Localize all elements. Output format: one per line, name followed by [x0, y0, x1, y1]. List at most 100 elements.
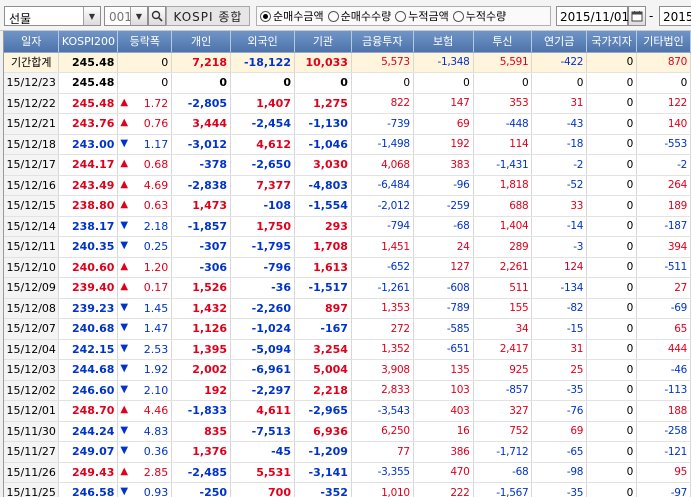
date-cell: 15/12/09: [4, 277, 60, 299]
table-row[interactable]: 15/12/02 246.60 ▼ 2.10 192 -2,297 2,218 2,833 10…: [4, 380, 691, 401]
radio-dot-icon[interactable]: [395, 10, 407, 22]
table-row[interactable]: 15/12/09 239.40 ▲ 0.17 1,526 -36 -1,517 -1,261-…: [4, 277, 691, 299]
column-header[interactable]: 외국인: [230, 31, 295, 53]
change-value: 2.18: [143, 219, 169, 233]
table-row[interactable]: 15/12/22 245.48 ▲ 1.72 -2,805 1,407 1,275 822 14…: [4, 93, 691, 114]
pension-cell: -65: [531, 441, 588, 463]
column-header[interactable]: 보험: [413, 31, 474, 53]
table-row[interactable]: 15/12/16 243.49 ▲ 4.69 -2,838 7,377 -4,803 -6,4…: [4, 175, 691, 196]
market-select[interactable]: 선물 ▼: [4, 6, 101, 26]
column-header[interactable]: 국가지자: [586, 31, 638, 53]
individual-cell: 1,432: [171, 298, 232, 319]
pension-cell: -43: [531, 113, 588, 135]
radio-net-buy-quantity[interactable]: 순매수수량: [327, 8, 391, 24]
table-row[interactable]: 15/12/11 240.35 ▼ 0.25 -307 -1,795 1,708 1,451 2…: [4, 236, 691, 258]
start-date-input[interactable]: 2015/11/01: [556, 6, 629, 26]
table-row[interactable]: 15/12/03 244.68 ▼ 1.92 2,002 -6,961 5,004 3,908…: [4, 359, 691, 381]
chevron-down-icon[interactable]: ▼: [130, 7, 147, 25]
change-cell: 0: [117, 52, 173, 73]
code-select[interactable]: 001 ▼: [104, 6, 148, 26]
column-header[interactable]: 투신: [473, 31, 533, 53]
market-select-value: 선물: [9, 12, 32, 26]
kospi200-cell: 245.48: [58, 72, 119, 94]
financial-investment-cell: -794: [351, 216, 414, 237]
end-date-input[interactable]: 2015: [659, 6, 691, 26]
date-cell: 15/12/08: [4, 298, 60, 319]
date-cell: 15/12/01: [4, 400, 60, 422]
column-header[interactable]: 기관: [294, 31, 352, 53]
table-row[interactable]: 15/12/14 238.17 ▼ 2.18 -1,857 1,750 293 -794 -68…: [4, 216, 691, 237]
table-row[interactable]: 15/11/27 249.07 ▼ 0.36 1,376 -45 -1,209 77 386 -1…: [4, 441, 691, 463]
triangle-down-icon: ▼: [120, 219, 129, 231]
column-header[interactable]: 개인: [171, 31, 232, 53]
radio-dot-icon[interactable]: [327, 10, 339, 22]
individual-cell: -1,833: [171, 400, 232, 422]
other-corp-cell: 65: [636, 318, 691, 340]
foreign-cell: 1,407: [230, 93, 295, 114]
institution-cell: -1,554: [294, 195, 352, 217]
radio-cumulative-amount[interactable]: 누적금액: [395, 8, 449, 24]
column-header[interactable]: 연기금: [531, 31, 588, 53]
individual-cell: 1,473: [171, 195, 232, 217]
column-header[interactable]: 금융투자: [351, 31, 414, 53]
other-corp-cell: -113: [636, 380, 691, 401]
other-corp-cell: 870: [636, 52, 691, 73]
pension-cell: -35: [531, 482, 588, 497]
financial-investment-cell: 0: [351, 72, 414, 94]
pension-cell: -18: [531, 134, 588, 155]
radio-cumulative-quantity[interactable]: 누적수량: [452, 8, 506, 24]
table-row[interactable]: 15/11/26 249.43 ▲ 2.85 -2,485 5,531 -3,141 -3,3…: [4, 462, 691, 483]
column-header[interactable]: 일자: [4, 31, 60, 53]
table-row[interactable]: 15/12/18 243.00 ▼ 1.17 -3,012 4,612 -1,046 -1,4…: [4, 134, 691, 155]
triangle-down-icon: ▼: [120, 424, 129, 436]
table-row[interactable]: 15/11/30 244.24 ▼ 4.83 835 -7,513 6,936 6,250 16…: [4, 421, 691, 442]
individual-cell: 1,526: [171, 277, 232, 299]
insurance-cell: 470: [413, 462, 474, 483]
radio-net-buy-amount[interactable]: 순매수금액: [260, 8, 324, 24]
radio-dot-icon[interactable]: [452, 10, 464, 22]
other-corp-cell: 0: [636, 72, 691, 94]
column-header[interactable]: 등락폭: [117, 31, 173, 53]
table-row[interactable]: 기간합계 245.48 0 7,218 -18,122 10,033 5,573 -1,348…: [4, 52, 691, 73]
pension-cell: -82: [531, 298, 588, 319]
investment-trust-cell: 155: [473, 298, 533, 319]
table-row[interactable]: 15/12/21 243.76 ▲ 0.76 3,444 -2,454 -1,130 -739…: [4, 113, 691, 135]
government-cell: 0: [586, 216, 638, 237]
table-row[interactable]: 15/12/08 239.23 ▼ 1.45 1,432 -2,260 897 1,353 -7…: [4, 298, 691, 319]
change-value: 2.10: [143, 383, 169, 397]
financial-investment-cell: -3,355: [351, 462, 414, 483]
individual-cell: 0: [171, 72, 232, 94]
table-row[interactable]: 15/12/17 244.17 ▲ 0.68 -378 -2,650 3,030 4,068 3…: [4, 154, 691, 176]
table-row[interactable]: 15/12/15 238.80 ▲ 0.63 1,473 -108 -1,554 -2,012…: [4, 195, 691, 217]
investment-trust-cell: 688: [473, 195, 533, 217]
investment-trust-cell: -448: [473, 113, 533, 135]
triangle-up-icon: ▲: [120, 178, 129, 190]
column-header[interactable]: 기타법인: [636, 31, 691, 53]
foreign-cell: -2,297: [230, 380, 295, 401]
calendar-icon[interactable]: [628, 6, 646, 26]
table-row[interactable]: 15/12/23 245.48 0 0 0 0 0 0 0 0 0 0: [4, 72, 691, 94]
table-row[interactable]: 15/11/25 246.58 ▼ 0.93 -250 700 -352 1,010 222 -1…: [4, 482, 691, 497]
financial-investment-cell: -739: [351, 113, 414, 135]
search-icon[interactable]: [148, 6, 166, 26]
institution-cell: -2,965: [294, 400, 352, 422]
investment-trust-cell: 289: [473, 236, 533, 258]
triangle-down-icon: ▼: [120, 137, 129, 149]
individual-cell: 7,218: [171, 52, 232, 73]
change-cell: ▼ 0.36: [117, 441, 173, 463]
investor-trading-table[interactable]: 일자 KOSPI200 등락폭 개인 외국인 기관 금융투자 보험 투신 연기금 국가지자 기타법인 …: [3, 31, 691, 497]
foreign-cell: 1,750: [230, 216, 295, 237]
chevron-down-icon[interactable]: ▼: [83, 7, 100, 25]
other-corp-cell: 188: [636, 400, 691, 422]
table-row[interactable]: 15/12/01 248.70 ▲ 4.46 -1,833 4,611 -2,965 -3,5…: [4, 400, 691, 422]
change-value: 0.25: [143, 240, 169, 254]
table-row[interactable]: 15/12/07 240.68 ▼ 1.47 1,126 -1,024 -167 272 -58…: [4, 318, 691, 340]
institution-cell: -352: [294, 482, 352, 497]
date-range-separator: -: [649, 9, 654, 23]
kospi200-cell: 245.48: [58, 93, 119, 114]
column-header[interactable]: KOSPI200: [58, 31, 119, 53]
table-row[interactable]: 15/12/10 240.60 ▲ 1.20 -306 -796 1,613 -652 127 2…: [4, 257, 691, 278]
table-row[interactable]: 15/12/04 242.15 ▼ 2.53 1,395 -5,094 3,254 1,352…: [4, 339, 691, 360]
individual-cell: 835: [171, 421, 232, 442]
radio-dot-icon[interactable]: [260, 10, 271, 22]
